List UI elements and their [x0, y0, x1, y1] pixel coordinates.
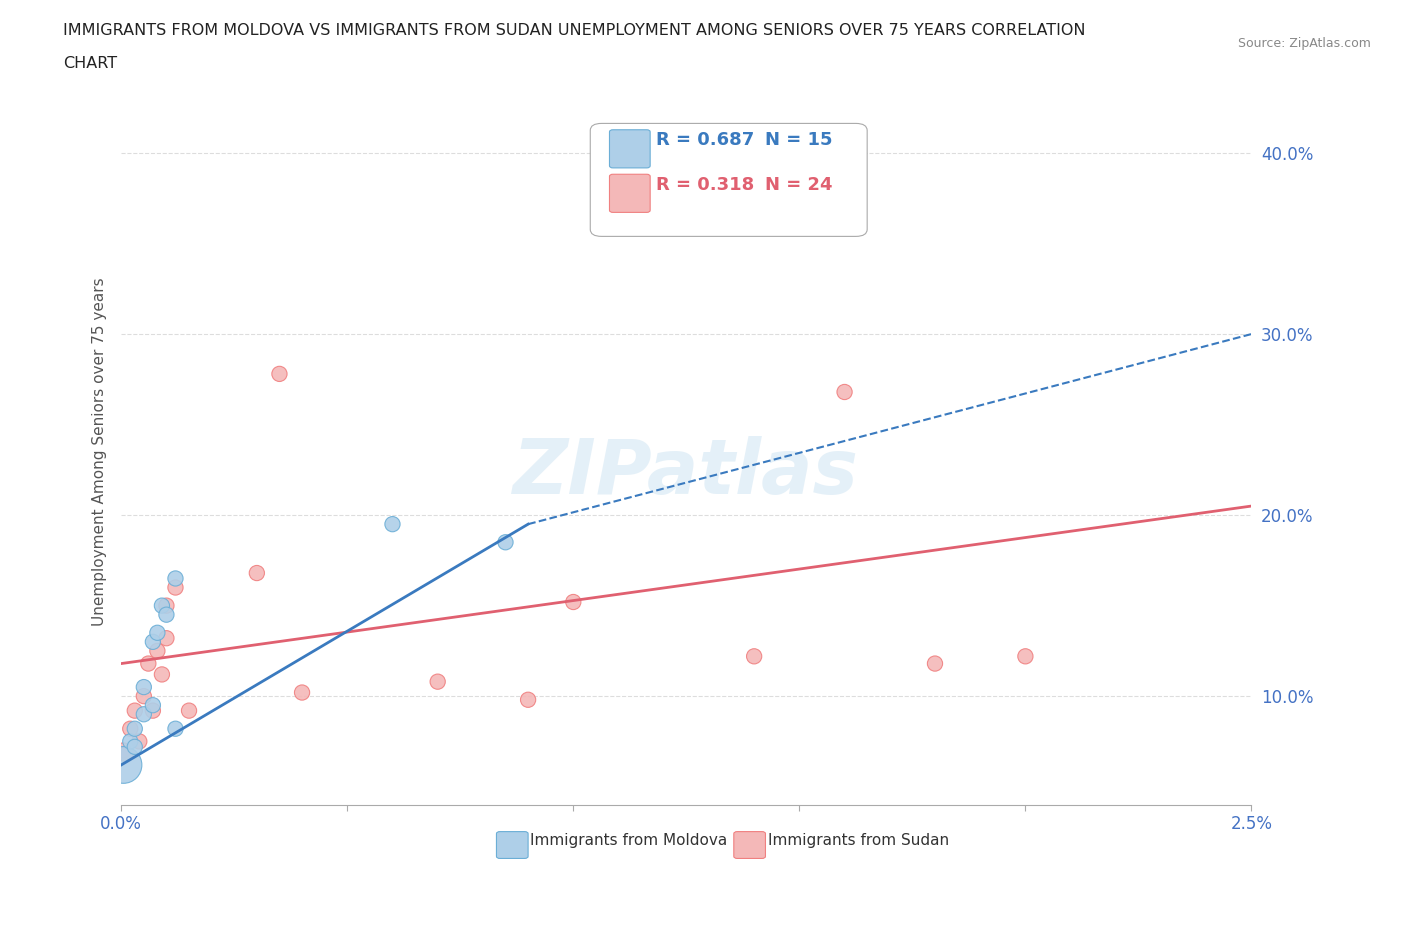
Text: N = 15: N = 15	[765, 130, 832, 149]
Y-axis label: Unemployment Among Seniors over 75 years: Unemployment Among Seniors over 75 years	[93, 277, 107, 626]
Point	[142, 634, 165, 649]
Text: IMMIGRANTS FROM MOLDOVA VS IMMIGRANTS FROM SUDAN UNEMPLOYMENT AMONG SENIORS OVER: IMMIGRANTS FROM MOLDOVA VS IMMIGRANTS FR…	[63, 23, 1085, 38]
Point	[150, 598, 173, 613]
Point	[112, 758, 135, 773]
Point	[114, 747, 136, 762]
Point	[132, 689, 155, 704]
Point	[120, 722, 142, 737]
Point	[155, 607, 177, 622]
Point	[128, 734, 150, 749]
Point	[132, 707, 155, 722]
FancyBboxPatch shape	[496, 831, 529, 858]
Point	[562, 594, 585, 609]
Point	[495, 535, 517, 550]
Point	[165, 580, 187, 595]
Text: R = 0.687: R = 0.687	[655, 130, 754, 149]
Point	[165, 571, 187, 586]
Point	[246, 565, 269, 580]
Point	[138, 657, 160, 671]
FancyBboxPatch shape	[591, 124, 868, 236]
Point	[381, 517, 404, 532]
Text: N = 24: N = 24	[765, 177, 832, 194]
Point	[120, 734, 142, 749]
FancyBboxPatch shape	[734, 831, 765, 858]
Point	[155, 598, 177, 613]
Text: Immigrants from Moldova: Immigrants from Moldova	[530, 833, 728, 848]
Point	[146, 644, 169, 658]
Point	[742, 649, 765, 664]
Point	[426, 674, 449, 689]
Point	[155, 631, 177, 645]
Point	[146, 625, 169, 640]
Text: ZIPatlas: ZIPatlas	[513, 436, 859, 510]
Point	[142, 703, 165, 718]
Point	[291, 685, 314, 700]
Point	[517, 692, 540, 707]
Point	[132, 680, 155, 695]
FancyBboxPatch shape	[609, 130, 650, 168]
Text: Immigrants from Sudan: Immigrants from Sudan	[768, 833, 949, 848]
Point	[924, 657, 946, 671]
Point	[834, 384, 856, 399]
Text: CHART: CHART	[63, 56, 117, 71]
Point	[124, 739, 146, 754]
Point	[124, 703, 146, 718]
Text: R = 0.318: R = 0.318	[655, 177, 754, 194]
Point	[112, 743, 135, 758]
Point	[124, 722, 146, 737]
Point	[269, 366, 291, 381]
Text: Source: ZipAtlas.com: Source: ZipAtlas.com	[1237, 37, 1371, 50]
Point	[177, 703, 200, 718]
Point	[1014, 649, 1036, 664]
Point	[150, 667, 173, 682]
FancyBboxPatch shape	[609, 174, 650, 212]
Point	[142, 698, 165, 712]
Point	[165, 722, 187, 737]
